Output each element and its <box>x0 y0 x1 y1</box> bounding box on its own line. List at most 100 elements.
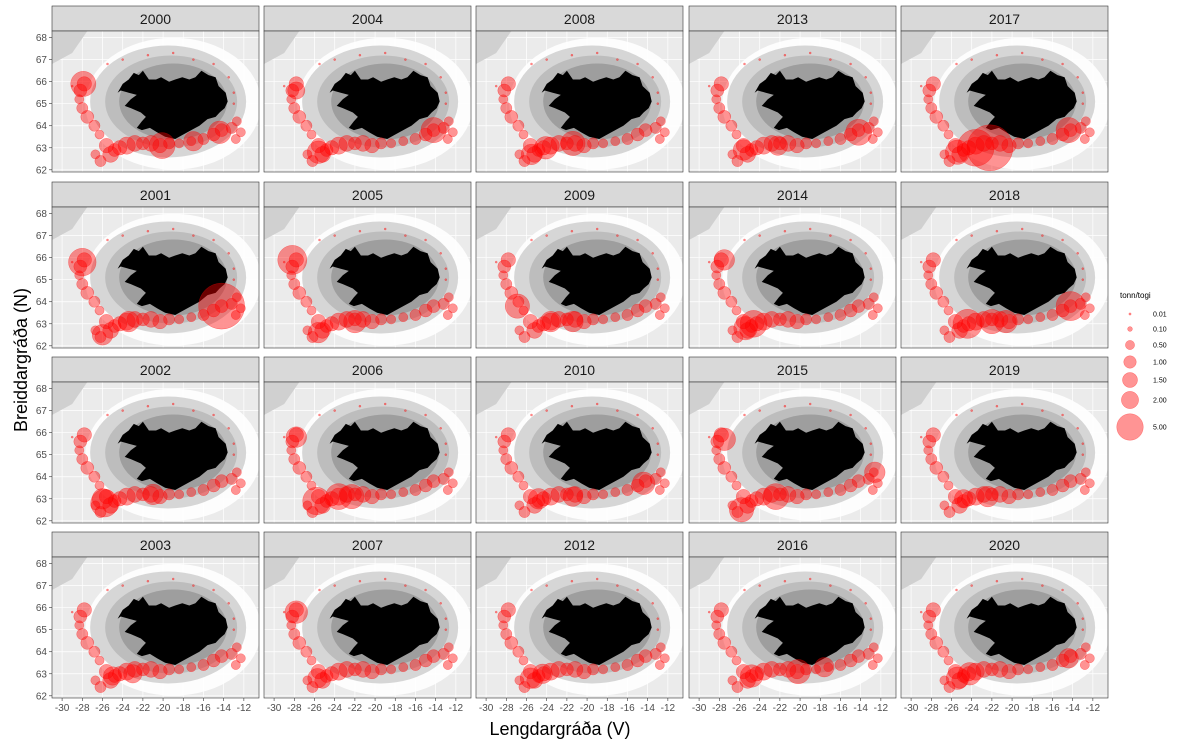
catch-point <box>651 252 654 255</box>
catch-point <box>107 143 122 157</box>
catch-point <box>192 584 195 587</box>
catch-point <box>783 53 787 57</box>
catch-point <box>638 649 653 663</box>
catch-point <box>90 149 101 160</box>
catch-point <box>710 259 725 274</box>
catch-point <box>587 663 599 676</box>
catch-point <box>610 487 621 497</box>
catch-point <box>711 445 722 456</box>
catch-point <box>550 486 567 503</box>
catch-point <box>126 661 143 678</box>
catch-point <box>636 588 639 592</box>
iceland-land <box>329 70 440 139</box>
catch-point <box>758 584 761 587</box>
catch-point <box>230 485 241 495</box>
catch-point <box>951 322 968 339</box>
catch-point <box>518 480 529 491</box>
catch-point <box>562 486 583 507</box>
catch-point <box>319 669 334 683</box>
catch-point <box>869 442 873 445</box>
catch-point <box>286 445 297 456</box>
x-tick-label: -16 <box>1045 703 1060 714</box>
catch-point <box>80 461 95 475</box>
catch-point <box>955 238 958 242</box>
legend-key <box>1127 326 1133 332</box>
catch-point <box>655 292 666 303</box>
facet-strip <box>51 531 260 558</box>
catch-point <box>76 252 92 268</box>
facet-strip <box>475 181 684 208</box>
catch-point <box>864 252 867 255</box>
catch-point <box>545 409 548 412</box>
greenland-land <box>689 382 725 416</box>
catch-point <box>956 319 971 333</box>
catch-point <box>90 489 119 518</box>
iceland-land <box>117 70 228 139</box>
catch-point <box>439 602 442 605</box>
catch-point <box>655 467 666 478</box>
catch-point <box>497 434 512 449</box>
y-tick-label: 67 <box>36 581 48 592</box>
catch-point <box>951 672 968 689</box>
catch-point <box>523 489 538 505</box>
catch-point <box>1084 303 1095 314</box>
catch-point <box>512 645 525 658</box>
catch-point <box>118 311 140 333</box>
greenland-land <box>476 557 512 591</box>
catch-point <box>656 91 660 94</box>
catch-point <box>444 91 448 94</box>
catch-point <box>919 610 923 614</box>
catch-point <box>955 62 958 66</box>
catch-point <box>869 617 873 620</box>
catch-point <box>528 488 550 510</box>
facet-title: 2016 <box>777 537 808 553</box>
catch-point <box>1076 76 1079 79</box>
y-tick-label: 68 <box>36 559 48 570</box>
catch-point <box>94 480 105 491</box>
catch-point <box>872 127 883 138</box>
catch-point <box>725 645 738 658</box>
y-tick-label: 64 <box>36 647 48 658</box>
catch-point <box>956 494 971 508</box>
catch-point <box>659 478 670 489</box>
catch-point <box>943 480 954 491</box>
catch-point <box>779 135 797 152</box>
catch-point <box>923 445 934 456</box>
facet-panel-2001: 2001 62 63 64 65 66 67 68 <box>36 181 260 352</box>
catch-point <box>655 642 666 653</box>
catch-point <box>418 127 433 142</box>
catch-point <box>869 278 873 281</box>
catch-point <box>523 138 538 154</box>
catch-point <box>314 672 331 689</box>
catch-point <box>74 270 85 281</box>
catch-point <box>754 136 773 155</box>
catch-point <box>520 667 541 689</box>
panel-border <box>263 556 472 699</box>
legend-key <box>1121 391 1139 409</box>
greenland-land <box>264 207 300 241</box>
greenland-land <box>264 382 300 416</box>
catch-point <box>925 427 941 443</box>
facet-title: 2005 <box>352 187 383 203</box>
catch-point <box>1055 653 1070 668</box>
catch-point <box>970 234 973 237</box>
map-area <box>901 207 1108 348</box>
catch-point <box>630 303 645 318</box>
catch-point <box>610 136 621 146</box>
facet-panel-2009: 2009 <box>475 181 684 349</box>
catch-point <box>1061 238 1064 242</box>
x-tick-label: -28 <box>924 703 939 714</box>
catch-point <box>76 76 92 92</box>
catch-point <box>80 286 95 300</box>
catch-point <box>922 434 937 449</box>
catch-point <box>616 584 619 587</box>
catch-point <box>744 319 759 333</box>
facet-panel-2004: 2004 <box>263 5 472 173</box>
catch-point <box>386 314 396 325</box>
catch-point <box>439 76 442 79</box>
catch-point <box>504 110 519 124</box>
catch-point <box>943 305 954 316</box>
greenland-land <box>689 557 725 591</box>
catch-point <box>212 588 215 592</box>
y-tick-label: 66 <box>36 603 48 614</box>
